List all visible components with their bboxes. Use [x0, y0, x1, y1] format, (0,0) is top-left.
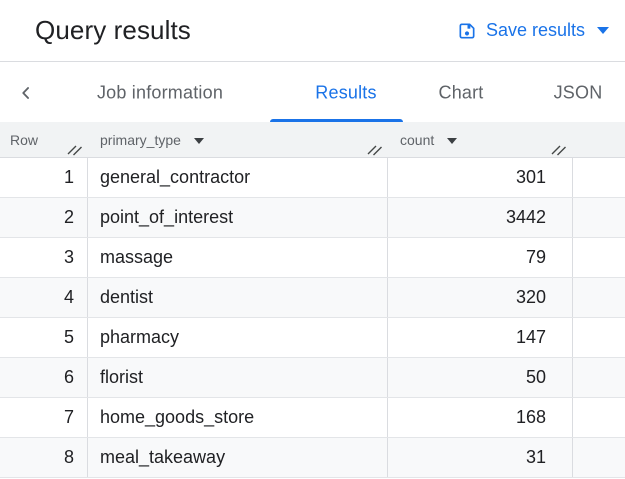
table-row: 6 florist 50 [0, 358, 625, 398]
column-header-primary-type[interactable]: primary_type [100, 122, 204, 157]
row-number-cell: 8 [0, 438, 88, 477]
table-row: 2 point_of_interest 3442 [0, 198, 625, 238]
table-row: 4 dentist 320 [0, 278, 625, 318]
table-row: 1 general_contractor 301 [0, 158, 625, 198]
table-row: 7 home_goods_store 168 [0, 398, 625, 438]
row-number-cell: 4 [0, 278, 88, 317]
save-results-button[interactable]: Save results [455, 16, 611, 45]
primary-type-cell: point_of_interest [88, 198, 388, 237]
sort-caret-icon [193, 137, 204, 144]
spill-cell [573, 278, 625, 317]
primary-type-cell: pharmacy [88, 318, 388, 357]
arrow-drop-down-icon [597, 27, 609, 34]
primary-type-cell: florist [88, 358, 388, 397]
primary-type-cell: meal_takeaway [88, 438, 388, 477]
row-number-cell: 1 [0, 158, 88, 197]
table-header-row: Row primary_type count [0, 122, 625, 158]
grid-body: 1 general_contractor 301 2 point_of_inte… [0, 158, 625, 478]
primary-type-cell: general_contractor [88, 158, 388, 197]
tab-job-information[interactable]: Job information [96, 82, 224, 102]
row-number-cell: 6 [0, 358, 88, 397]
sort-caret-icon [447, 137, 458, 144]
titlebar: Query results Save results [0, 0, 625, 62]
count-cell: 301 [388, 158, 573, 197]
count-cell: 50 [388, 358, 573, 397]
table-row: 8 meal_takeaway 31 [0, 438, 625, 478]
row-number-cell: 2 [0, 198, 88, 237]
tab-chart[interactable]: Chart [438, 82, 484, 102]
tabbar: Job information Results Chart JSON [0, 63, 625, 122]
column-label-primary-type: primary_type [100, 131, 181, 148]
primary-type-cell: home_goods_store [88, 398, 388, 437]
spill-cell [573, 398, 625, 437]
back-chevron-button[interactable] [16, 83, 36, 103]
spill-cell [573, 318, 625, 357]
spill-cell [573, 198, 625, 237]
results-table: Row primary_type count [0, 122, 625, 479]
spill-cell [573, 438, 625, 477]
column-resize-handle-icon[interactable] [67, 141, 84, 156]
count-cell: 147 [388, 318, 573, 357]
column-header-count[interactable]: count [400, 122, 458, 157]
column-label-count: count [400, 131, 435, 148]
page-title: Query results [35, 15, 191, 45]
spill-cell [573, 158, 625, 197]
table-row: 3 massage 79 [0, 238, 625, 278]
chevron-left-icon [16, 86, 36, 106]
save-results-label: Save results [485, 20, 585, 40]
primary-type-cell: dentist [88, 278, 388, 317]
column-resize-handle-icon[interactable] [551, 141, 568, 156]
spill-cell [573, 238, 625, 277]
spill-cell [573, 358, 625, 397]
count-cell: 3442 [388, 198, 573, 237]
save-icon [457, 21, 477, 41]
row-number-cell: 7 [0, 398, 88, 437]
tab-json[interactable]: JSON [553, 82, 603, 102]
row-number-cell: 5 [0, 318, 88, 357]
primary-type-cell: massage [88, 238, 388, 277]
active-tab-underline [270, 119, 403, 122]
column-header-row: Row [10, 122, 38, 157]
row-number-cell: 3 [0, 238, 88, 277]
table-row: 5 pharmacy 147 [0, 318, 625, 358]
column-resize-handle-icon[interactable] [367, 141, 384, 156]
column-label-row: Row [10, 131, 39, 148]
tab-results[interactable]: Results [315, 82, 377, 102]
count-cell: 31 [388, 438, 573, 477]
count-cell: 168 [388, 398, 573, 437]
count-cell: 79 [388, 238, 573, 277]
count-cell: 320 [388, 278, 573, 317]
